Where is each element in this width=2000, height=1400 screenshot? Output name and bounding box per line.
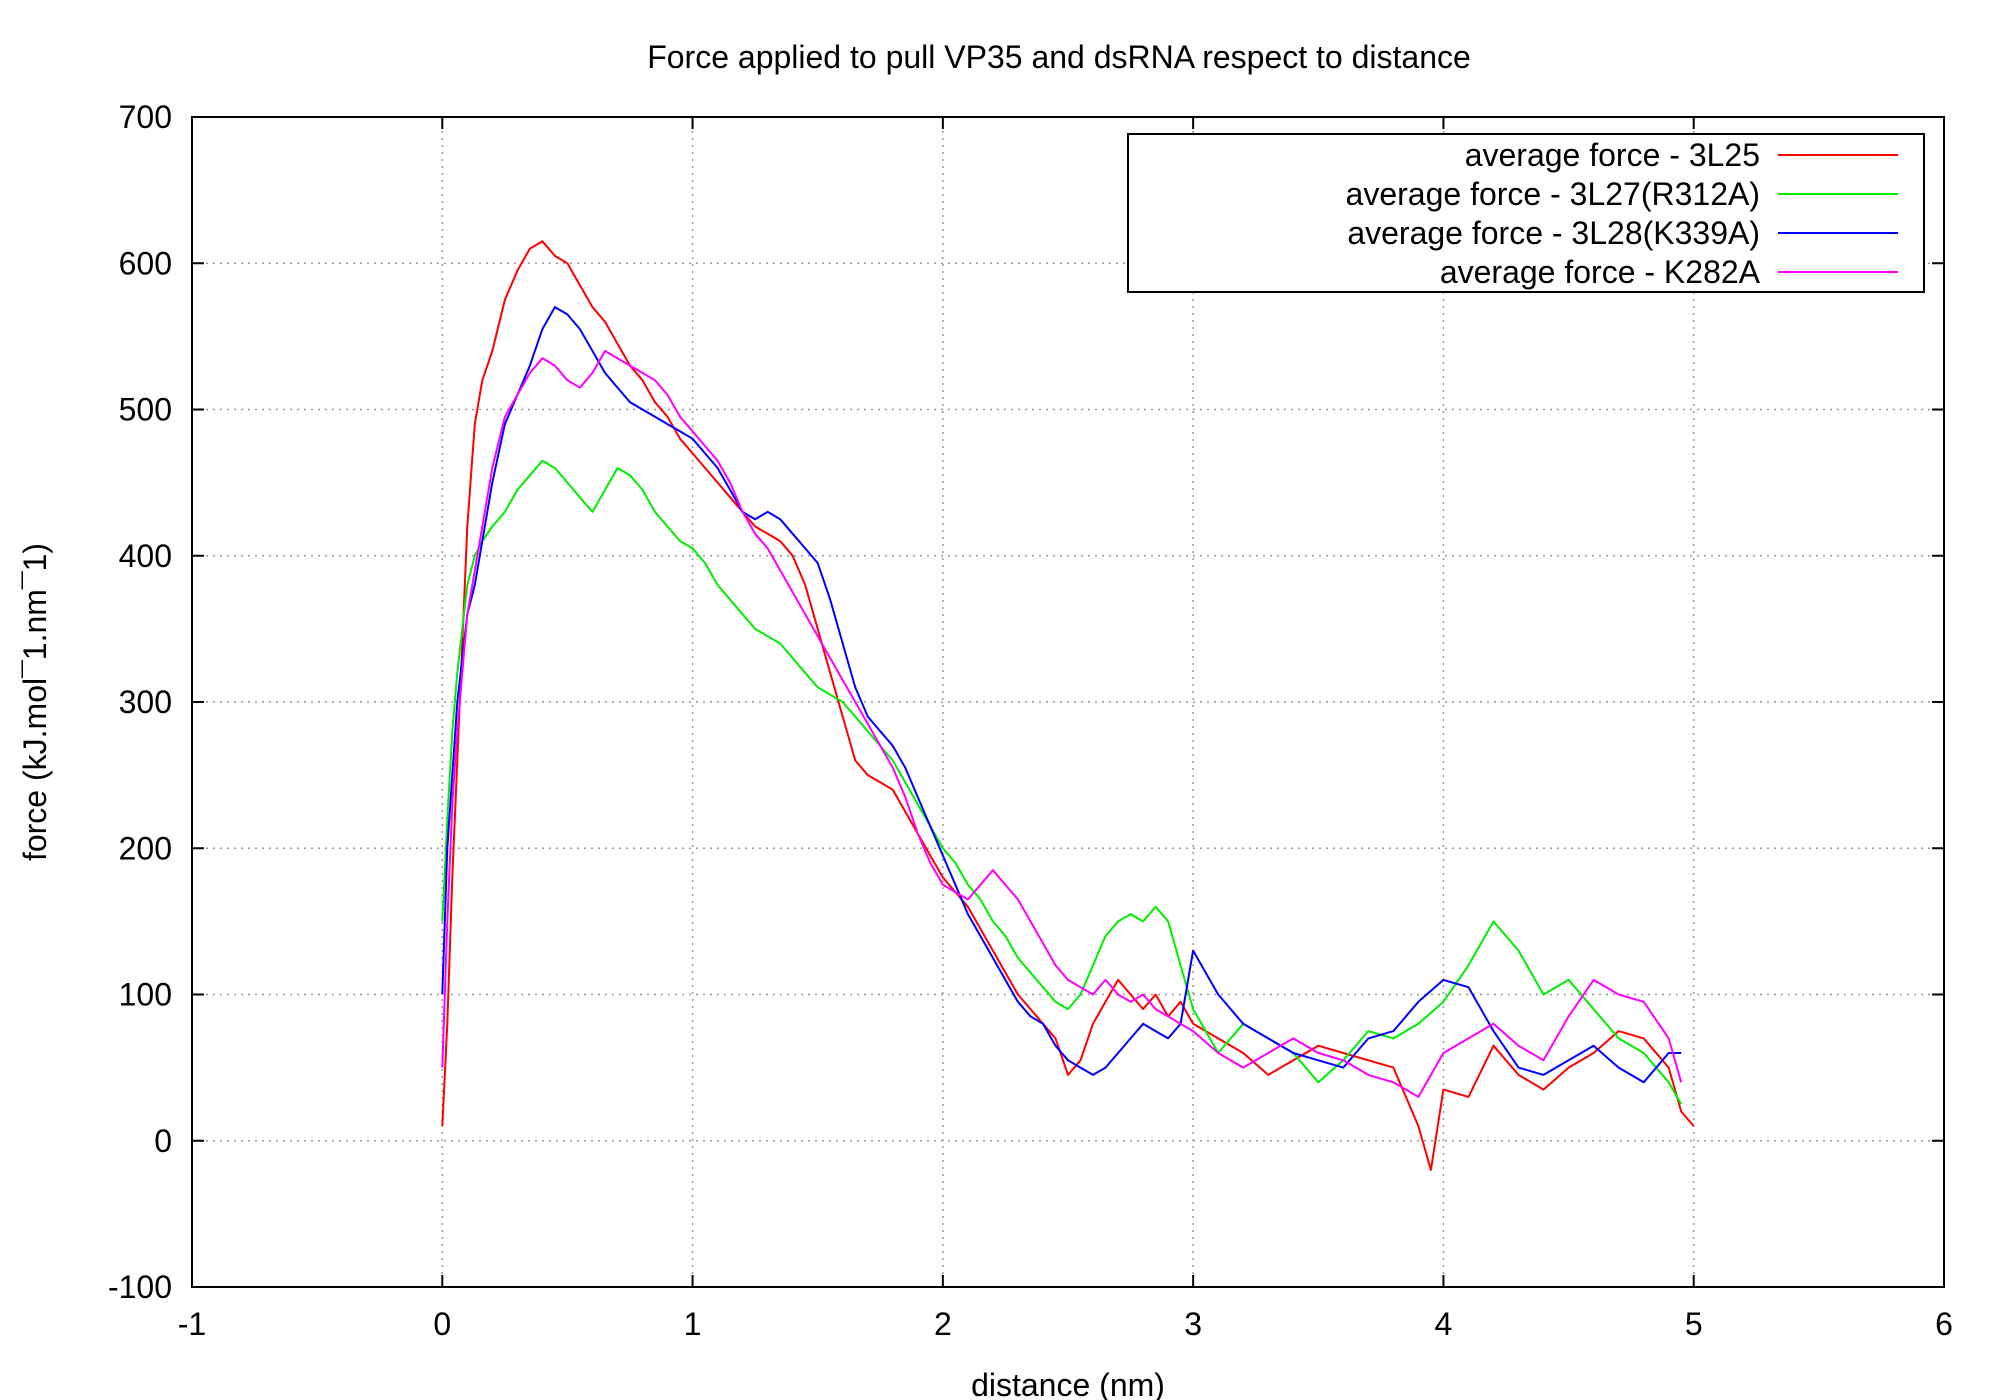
x-tick-label: 3 [1184,1306,1202,1342]
y-tick-label: 100 [119,977,172,1013]
y-tick-labels: -100 0 100 200 300 400 500 600 700 [108,99,172,1305]
series-line-1 [441,240,1695,1171]
y-tick-label: 200 [119,830,172,866]
series-line-4 [441,350,1683,1098]
y-tick-label: 700 [119,99,172,135]
x-tick-label: 5 [1685,1306,1703,1342]
y-tick-label: -100 [108,1269,172,1305]
y-axis-label: force (kJ.mol¯1.nm¯1) [17,543,53,861]
legend-label-4: average force - K282A [1440,254,1761,290]
legend-box [1127,133,1925,293]
y-tick-label: 600 [119,245,172,281]
x-tick-labels: -1 0 1 2 3 4 5 6 [178,1306,1953,1342]
y-tick-label: 400 [119,538,172,574]
y-tick-label: 300 [119,684,172,720]
x-tick-label: 4 [1435,1306,1453,1342]
y-tick-label: 0 [154,1123,172,1159]
plot-frame [191,116,1945,1288]
x-tick-label: 2 [934,1306,952,1342]
series-lines [441,240,1695,1171]
chart-title: Force applied to pull VP35 and dsRNA res… [647,39,1471,75]
x-tick-label: 0 [433,1306,451,1342]
x-tick-label: -1 [178,1306,206,1342]
x-axis-label: distance (nm) [971,1367,1165,1400]
series-line-3 [441,306,1682,1084]
legend-label-3: average force - 3L28(K339A) [1347,215,1760,251]
x-tick-label: 1 [684,1306,702,1342]
y-tick-label: 500 [119,392,172,428]
x-tick-label: 6 [1935,1306,1953,1342]
legend-label-2: average force - 3L27(R312A) [1346,176,1760,212]
legend-label-1: average force - 3L25 [1465,137,1760,173]
